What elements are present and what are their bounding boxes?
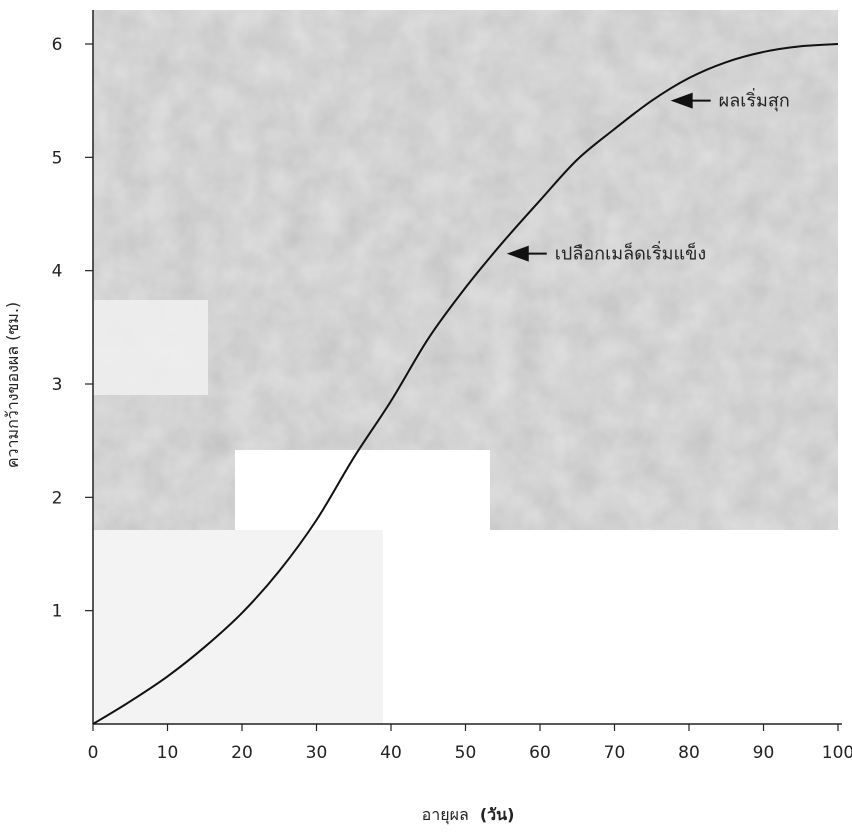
y-tick-label: 5 <box>52 148 63 168</box>
x-axis-ticks: 0 10 20 30 40 50 60 70 80 90 100 <box>88 724 852 763</box>
annotation-arrowhead <box>506 245 529 262</box>
x-axis-label-unit: (วัน) <box>480 805 515 824</box>
annotation-label: ผลเริ่มสุก <box>719 88 790 112</box>
x-tick-label: 70 <box>604 743 626 763</box>
background-photo <box>93 10 843 836</box>
y-axis-ticks: 1 2 3 4 5 6 <box>52 35 93 622</box>
y-tick-label: 1 <box>52 602 63 622</box>
x-tick-label: 90 <box>753 743 775 763</box>
x-tick-label: 30 <box>306 743 328 763</box>
annotation-label: เปลือกเมล็ดเริ่มแข็ง <box>555 241 706 265</box>
x-tick-label: 50 <box>455 743 477 763</box>
y-tick-label: 3 <box>52 375 63 395</box>
x-axis-label-main: อายุผล <box>422 805 469 825</box>
x-tick-label: 60 <box>529 743 551 763</box>
x-axis-label: อายุผล (วัน) <box>422 805 515 825</box>
x-tick-label: 80 <box>678 743 700 763</box>
axes <box>92 10 842 725</box>
y-tick-label: 4 <box>52 262 63 282</box>
growth-curve-line <box>92 43 839 725</box>
x-tick-label: 10 <box>157 743 179 763</box>
x-tick-label: 0 <box>88 743 99 763</box>
x-tick-label: 100 <box>822 743 852 763</box>
y-tick-label: 2 <box>52 488 63 508</box>
y-axis-label: ความกว้างของผล (ซม.) <box>3 302 22 468</box>
x-tick-label: 20 <box>231 743 253 763</box>
y-tick-label: 6 <box>52 35 63 55</box>
x-tick-label: 40 <box>380 743 402 763</box>
annotation-arrowhead <box>670 92 693 109</box>
series-layer <box>92 43 839 725</box>
